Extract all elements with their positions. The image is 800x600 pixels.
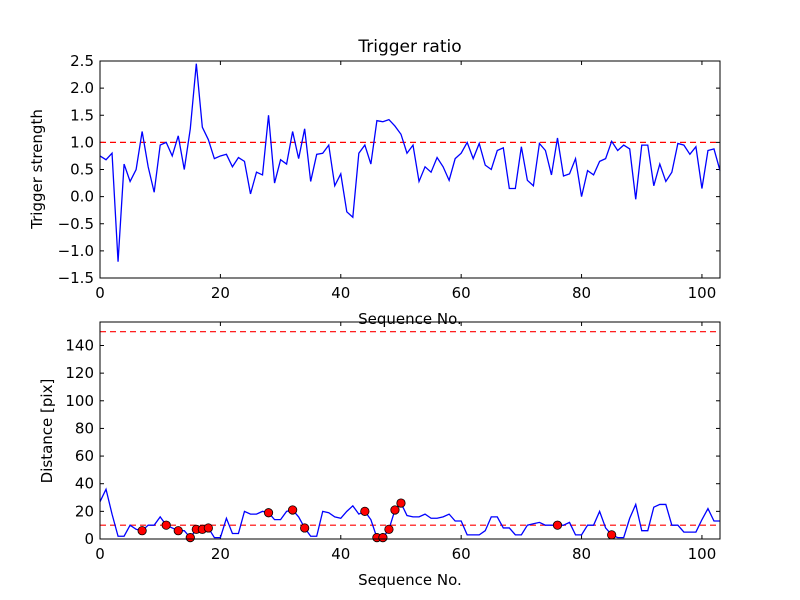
plot-layer — [99, 331, 720, 543]
x-tick-label: 100 — [688, 284, 717, 302]
x-tick-label: 100 — [688, 545, 717, 563]
flagged-point — [185, 533, 195, 543]
flagged-point — [607, 530, 617, 540]
x-tick-label: 60 — [452, 284, 471, 302]
y-tick-label: 0.5 — [70, 161, 94, 179]
plot-frame — [99, 321, 721, 540]
x-tick-label: 80 — [572, 284, 591, 302]
y-tick-label: 80 — [75, 419, 94, 437]
flagged-point — [396, 498, 406, 508]
y-tick-label: 40 — [75, 475, 94, 493]
x-axis-label: Sequence No. — [358, 571, 462, 589]
plot-frame — [99, 60, 721, 279]
y-tick-label: 140 — [65, 336, 94, 354]
series-line — [99, 63, 721, 262]
y-axis-label: Trigger strength — [28, 109, 46, 230]
y-tick-label: 120 — [65, 364, 94, 382]
flagged-point — [384, 524, 394, 534]
distance-chart: Distance [pix] Sequence No. 0 20 40 60 80 100… — [38, 321, 721, 589]
flagged-point — [378, 533, 388, 543]
trigger-ratio-chart: Trigger ratio Trigger strength Sequence … — [28, 37, 721, 328]
y-axis-label: Distance [pix] — [38, 379, 56, 484]
flagged-point — [203, 523, 213, 533]
tick-layer: 0 20 40 60 80 100 0 20 40 60 80 100 120 140 — [65, 322, 720, 563]
flagged-point — [390, 505, 400, 515]
y-tick-label: 100 — [65, 392, 94, 410]
y-tick-label: 2.0 — [70, 79, 94, 97]
y-tick-label: 20 — [75, 502, 94, 520]
flagged-point — [288, 505, 298, 515]
tick-layer: 0 20 40 60 80 100 −1.5 −1.0 −0.5 0.0 0.5 1.0 1.5 2.0 2… — [58, 52, 720, 302]
flagged-point — [137, 526, 147, 536]
x-tick-label: 80 — [572, 545, 591, 563]
chart-title: Trigger ratio — [357, 37, 461, 57]
y-tick-label: −1.5 — [58, 269, 94, 287]
flagged-point — [300, 523, 310, 533]
y-tick-label: 1.0 — [70, 133, 94, 151]
y-tick-label: 60 — [75, 447, 94, 465]
x-tick-label: 20 — [211, 545, 230, 563]
x-tick-label: 40 — [331, 284, 350, 302]
flagged-point — [263, 508, 274, 518]
y-tick-label: 1.5 — [70, 106, 94, 124]
flagged-point — [161, 520, 171, 530]
y-tick-label: 2.5 — [70, 52, 94, 70]
x-tick-label: 40 — [331, 545, 350, 563]
y-tick-label: −0.5 — [58, 215, 94, 233]
x-tick-label: 0 — [95, 545, 105, 563]
flagged-point — [552, 520, 563, 530]
y-tick-label: 0.0 — [70, 188, 94, 206]
plot-layer — [99, 63, 721, 262]
flagged-point — [173, 526, 183, 536]
x-tick-label: 60 — [452, 545, 471, 563]
x-tick-label: 20 — [211, 284, 230, 302]
x-tick-label: 0 — [95, 284, 105, 302]
y-tick-label: 0 — [84, 530, 94, 548]
x-axis-label: Sequence No. — [358, 310, 462, 328]
flagged-point — [360, 506, 370, 516]
y-tick-label: −1.0 — [58, 242, 94, 260]
